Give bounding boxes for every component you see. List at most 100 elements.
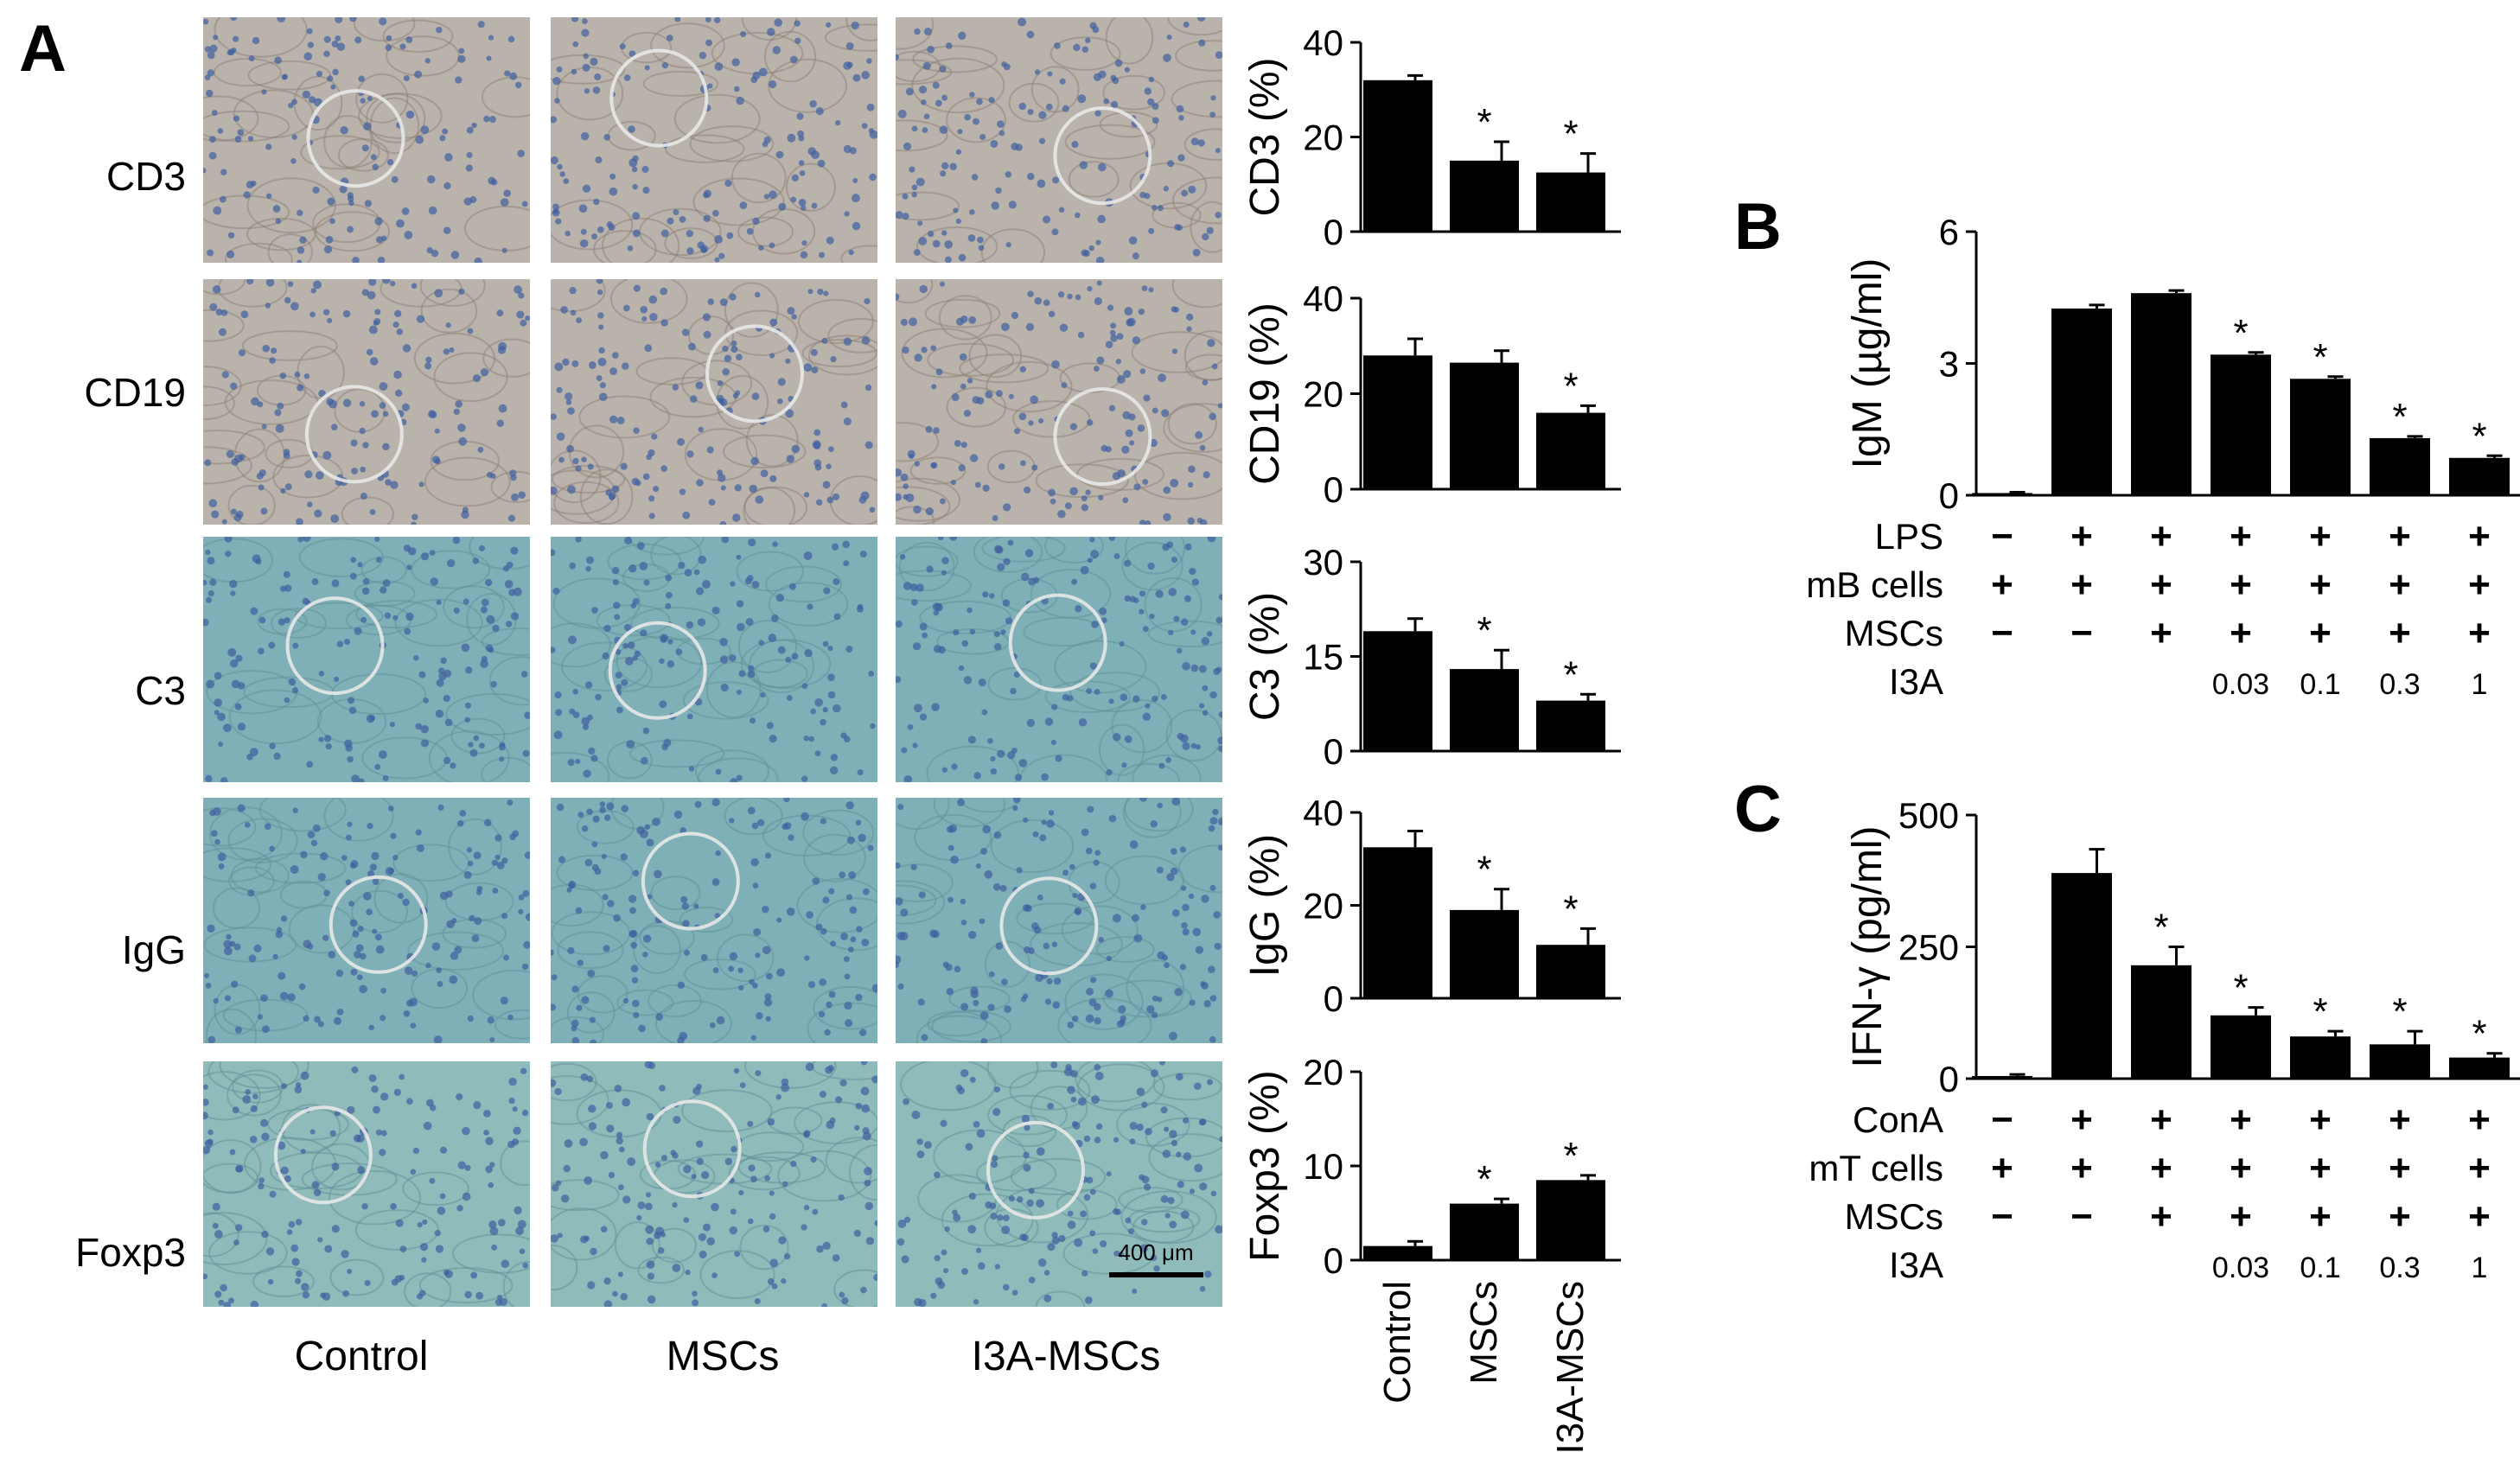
condition-cell: + bbox=[2389, 1099, 2411, 1141]
y-tick-label: 20 bbox=[1303, 118, 1343, 158]
condition-cell: + bbox=[2070, 1099, 2093, 1141]
bar bbox=[1536, 1180, 1605, 1260]
bar bbox=[2290, 1036, 2351, 1079]
column-label: MSCs bbox=[667, 1334, 780, 1379]
micrograph-r1-c0 bbox=[203, 279, 530, 525]
condition-cell: + bbox=[2309, 515, 2332, 557]
row-label: CD3 bbox=[106, 154, 186, 199]
y-tick-label: 20 bbox=[1303, 1052, 1343, 1092]
condition-cell: 1 bbox=[2472, 1252, 2488, 1284]
condition-label: I3A bbox=[1889, 1245, 1943, 1285]
y-tick-label: 500 bbox=[1898, 795, 1959, 836]
condition-cell: + bbox=[2309, 612, 2332, 654]
column-label: Control bbox=[295, 1334, 429, 1379]
bar bbox=[2449, 457, 2510, 495]
condition-cell: + bbox=[2389, 612, 2411, 654]
significance-marker: * bbox=[2313, 336, 2327, 379]
bar bbox=[2370, 1044, 2430, 1079]
column-label: I3A-MSCs bbox=[972, 1334, 1161, 1379]
y-tick-label: 30 bbox=[1303, 542, 1343, 583]
chart-5: 0 3 6 IgM (µg/ml) * * * * bbox=[1845, 212, 2520, 516]
x-tick-label: Control bbox=[1376, 1281, 1419, 1404]
chart-0: 0 20 40 CD3 (%) * * bbox=[1242, 22, 1621, 252]
condition-cell: + bbox=[2150, 564, 2172, 606]
y-axis-label: C3 (%) bbox=[1242, 592, 1288, 721]
significance-marker: * bbox=[1563, 365, 1578, 407]
y-axis-label: IFN-γ (pg/ml) bbox=[1845, 826, 1891, 1068]
condition-label: mB cells bbox=[1806, 564, 1943, 605]
x-tick-label: I3A-MSCs bbox=[1549, 1281, 1592, 1454]
micrograph-r2-c0 bbox=[203, 537, 530, 782]
y-tick-label: 250 bbox=[1898, 927, 1959, 968]
condition-cell: − bbox=[2070, 1195, 2093, 1238]
micrograph-r3-c1 bbox=[551, 798, 877, 1043]
condition-label: I3A bbox=[1889, 661, 1943, 702]
y-tick-label: 20 bbox=[1303, 374, 1343, 415]
condition-label: ConA bbox=[1853, 1099, 1943, 1140]
condition-cell: 0.3 bbox=[2379, 1252, 2420, 1284]
significance-marker: * bbox=[2313, 990, 2327, 1033]
y-tick-label: 20 bbox=[1303, 886, 1343, 927]
significance-marker: * bbox=[2392, 396, 2407, 438]
significance-marker: * bbox=[2472, 415, 2486, 457]
micrograph-r2-c2 bbox=[896, 537, 1222, 782]
bar bbox=[1450, 669, 1519, 751]
condition-cell: 1 bbox=[2472, 668, 2488, 701]
condition-cell: + bbox=[2389, 1147, 2411, 1189]
bar bbox=[1536, 412, 1605, 489]
condition-cell: + bbox=[2309, 564, 2332, 606]
condition-cell: + bbox=[2389, 1195, 2411, 1238]
bar bbox=[1363, 355, 1432, 489]
y-tick-label: 15 bbox=[1303, 637, 1343, 678]
condition-cell: + bbox=[2468, 515, 2491, 557]
y-tick-label: 0 bbox=[1324, 978, 1343, 1019]
micrograph-r1-c1 bbox=[551, 279, 877, 525]
condition-cell: + bbox=[2309, 1195, 2332, 1238]
bar bbox=[1450, 160, 1519, 232]
significance-marker: * bbox=[1477, 849, 1491, 891]
chart-4: 0 10 20 Foxp3 (%) * * Control MSCs I3A-MSCs bbox=[1242, 1052, 1621, 1454]
y-tick-label: 0 bbox=[1324, 212, 1343, 252]
condition-cell: + bbox=[2468, 612, 2491, 654]
condition-cell: + bbox=[2150, 515, 2172, 557]
y-tick-label: 40 bbox=[1303, 793, 1343, 833]
chart-1: 0 20 40 CD19 (%) * bbox=[1242, 278, 1621, 510]
row-label: IgG bbox=[122, 927, 186, 972]
condition-cell: + bbox=[2230, 612, 2252, 654]
condition-cell: − bbox=[1991, 515, 2013, 557]
y-axis-label: CD3 (%) bbox=[1242, 57, 1288, 216]
y-tick-label: 0 bbox=[1324, 731, 1343, 772]
panel-letter: C bbox=[1734, 773, 1782, 846]
y-tick-label: 10 bbox=[1303, 1146, 1343, 1187]
micrograph-r4-c0 bbox=[203, 1061, 530, 1307]
condition-tables: LPS − + + + + + + mB cells + + + + + + + MSCs − − + + + + + I3A 0… bbox=[1806, 515, 2491, 1285]
significance-marker: * bbox=[1563, 653, 1578, 696]
bar bbox=[1363, 80, 1432, 232]
condition-cell: + bbox=[2150, 1147, 2172, 1189]
y-axis-label: IgM (µg/ml) bbox=[1845, 258, 1891, 469]
condition-label: mT cells bbox=[1809, 1148, 1943, 1188]
panel-a-labels: CD3 CD19 C3 IgG Foxp3 Control MSCs I3A-MSCs bbox=[75, 154, 1160, 1379]
y-tick-label: 0 bbox=[1324, 1240, 1343, 1281]
bar bbox=[1450, 362, 1519, 489]
micrograph-r4-c1 bbox=[551, 1061, 877, 1307]
y-tick-label: 3 bbox=[1939, 344, 1959, 385]
significance-marker: * bbox=[1477, 609, 1491, 652]
condition-cell: + bbox=[2230, 1195, 2252, 1238]
micrograph-r0-c0 bbox=[203, 17, 530, 263]
bar bbox=[1363, 847, 1432, 998]
significance-marker: * bbox=[1477, 101, 1491, 143]
condition-cell: + bbox=[2070, 564, 2093, 606]
bar bbox=[2131, 293, 2191, 495]
condition-cell: 0.1 bbox=[2300, 668, 2340, 701]
condition-cell: 0.3 bbox=[2379, 668, 2420, 701]
row-label: CD19 bbox=[84, 370, 186, 415]
significance-marker: * bbox=[2153, 907, 2168, 949]
bar bbox=[2051, 308, 2112, 495]
condition-cell: 0.03 bbox=[2212, 1252, 2269, 1284]
condition-cell: − bbox=[1991, 1195, 2013, 1238]
condition-cell: + bbox=[2468, 1147, 2491, 1189]
bar bbox=[1450, 909, 1519, 998]
